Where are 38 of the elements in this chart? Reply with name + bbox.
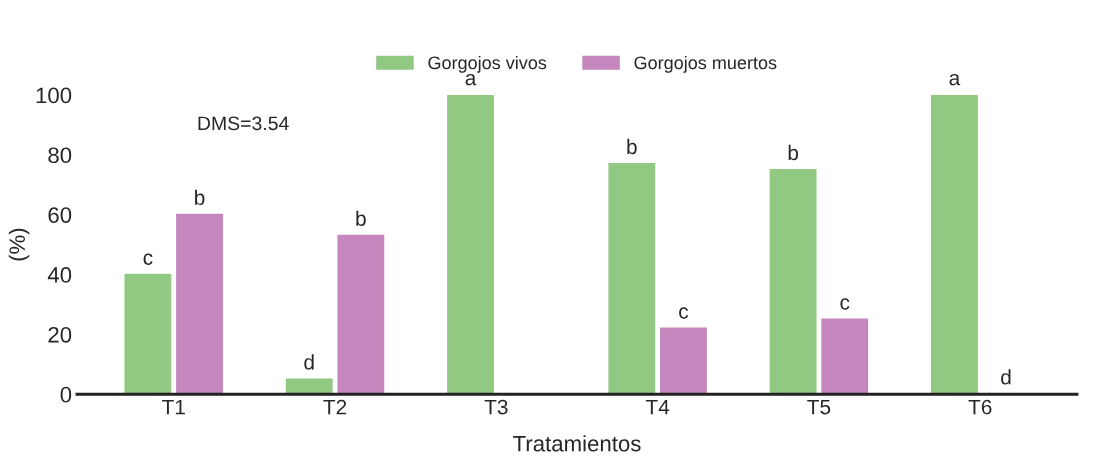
- annotation: b: [627, 138, 637, 155]
- bar: [124, 273, 172, 395]
- annotation: c: [840, 298, 850, 310]
- bar: [447, 95, 494, 395]
- annotation: a: [465, 73, 477, 86]
- x-tick-label: T3: [484, 399, 508, 415]
- y-tick-label: 60: [48, 207, 72, 223]
- bar: [931, 95, 978, 395]
- bar: [769, 168, 817, 395]
- x-tick-label: T5: [807, 399, 831, 415]
- legend-label: Gorgojos vivos: [428, 55, 547, 73]
- legend-label: Gorgojos muertos: [634, 55, 777, 73]
- annotation: b: [356, 210, 366, 226]
- y-tick-label: 20: [48, 326, 72, 343]
- annotation: b: [195, 189, 205, 206]
- x-tick-label: T6: [968, 399, 992, 415]
- annotation: DMS=3.54: [198, 116, 289, 131]
- bar: [821, 318, 869, 395]
- bar: [337, 234, 385, 395]
- y-tick-label: 100: [36, 87, 72, 104]
- bar: [608, 162, 656, 395]
- annotation: c: [143, 253, 153, 265]
- annotation: c: [679, 307, 689, 319]
- bar: [660, 327, 707, 395]
- bar: [176, 213, 223, 395]
- x-axis-title: Tratamientos: [513, 435, 641, 452]
- bar: [285, 378, 333, 395]
- annotation: d: [304, 354, 314, 370]
- x-tick-label: T2: [323, 399, 347, 415]
- y-tick-label: 80: [48, 147, 72, 164]
- annotation: a: [949, 73, 961, 86]
- annotation: b: [788, 144, 799, 161]
- y-tick-label: 0: [60, 386, 72, 403]
- y-tick-label: 40: [47, 267, 72, 283]
- y-axis-title: (%): [8, 228, 30, 261]
- x-tick-label: T1: [162, 399, 185, 415]
- annotation: d: [1001, 369, 1011, 385]
- x-tick-label: T4: [645, 399, 670, 415]
